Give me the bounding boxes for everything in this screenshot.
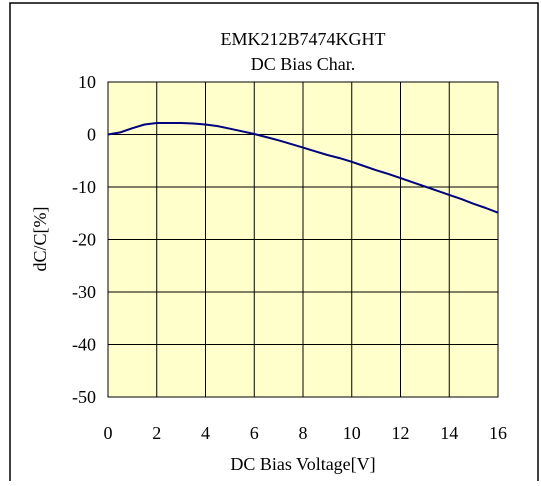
- series-layer: [107, 122, 499, 214]
- x-tick-label: 6: [250, 423, 259, 443]
- x-tick-label: 0: [104, 423, 113, 443]
- chart-frame: [9, 2, 539, 481]
- x-axis-label: DC Bias Voltage[V]: [230, 454, 375, 474]
- y-tick-label: 0: [87, 125, 96, 145]
- y-tick-label: -30: [72, 282, 96, 302]
- x-tick-label: 10: [343, 423, 361, 443]
- grid: [108, 82, 498, 397]
- x-tick-label: 14: [440, 423, 458, 443]
- chart-subtitle: DC Bias Char.: [251, 54, 356, 74]
- y-tick-label: -20: [72, 230, 96, 250]
- x-tick-label: 4: [201, 423, 210, 443]
- x-tick-label: 16: [489, 423, 507, 443]
- x-tick-label: 8: [299, 423, 308, 443]
- x-tick-label: 12: [392, 423, 410, 443]
- series-line: [107, 122, 499, 214]
- y-tick-label: -40: [72, 335, 96, 355]
- y-axis-label: dC/C[%]: [30, 207, 50, 272]
- chart-title: EMK212B7474KGHT: [221, 29, 386, 49]
- y-tick-label: 10: [78, 72, 96, 92]
- x-tick-label: 2: [152, 423, 161, 443]
- tick-labels: 0 2 4 6 8 10 12 14 16 10 0 -10 -20 -30 -40 -50: [72, 72, 507, 443]
- y-tick-label: -50: [72, 387, 96, 407]
- y-tick-label: -10: [72, 177, 96, 197]
